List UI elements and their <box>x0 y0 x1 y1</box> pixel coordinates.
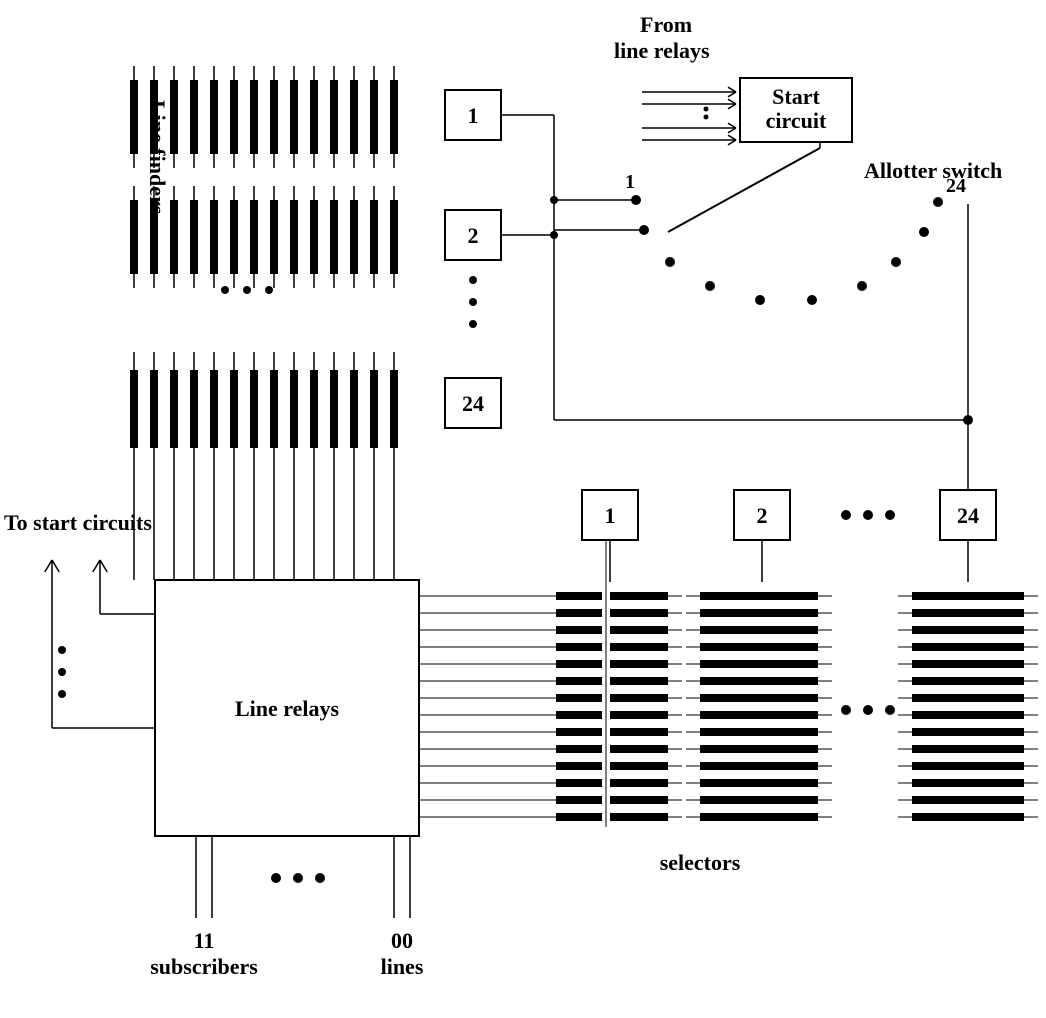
line-finder-box-label: 24 <box>462 391 484 416</box>
from-label: From <box>640 12 692 37</box>
label-00: 00 <box>391 928 413 953</box>
to-start-circuits-label: To start circuits <box>4 510 152 535</box>
line-finder-box-label: 2 <box>468 223 479 248</box>
start-circuit-label: Start <box>772 84 820 109</box>
selector-box-label: 1 <box>605 503 616 528</box>
subscribers-label: subscribers <box>150 954 258 979</box>
line-finders-label: Line finders <box>145 100 170 215</box>
start-circuit-label: circuit <box>766 108 827 133</box>
allotter-1-label: 1 <box>625 171 635 193</box>
allotter-24-label: 24 <box>946 175 966 197</box>
line-finder-box-label: 1 <box>468 103 479 128</box>
selector-box-label: 2 <box>757 503 768 528</box>
selector-box-label: 24 <box>957 503 979 528</box>
selectors-label: selectors <box>660 850 741 875</box>
label-11: 11 <box>194 928 215 953</box>
lines-label: lines <box>381 954 424 979</box>
line-relays-label-top: line relays <box>614 38 710 63</box>
diagram-canvas: Line finders 1 2 24 Fromline relays Startcirc… <box>0 0 1046 1018</box>
allotter-switch-label: Allotter switch <box>864 158 1002 183</box>
line-relays-label: Line relays <box>235 696 340 721</box>
